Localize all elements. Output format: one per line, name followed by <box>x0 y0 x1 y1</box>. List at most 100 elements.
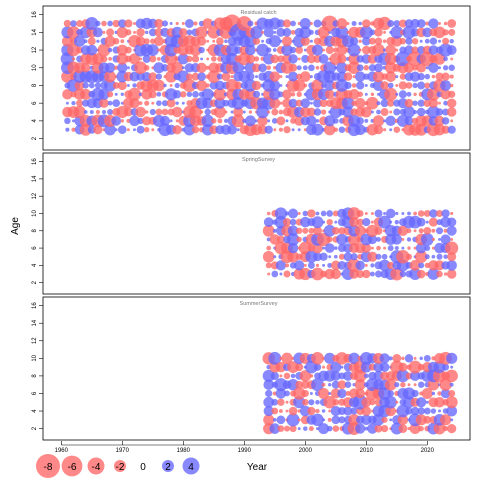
bubble <box>401 246 405 250</box>
bubble <box>441 117 450 125</box>
bubble <box>450 57 454 61</box>
bubble <box>300 98 311 108</box>
bubble <box>251 80 262 91</box>
bubble <box>392 353 402 363</box>
bubble <box>124 107 133 117</box>
bubble <box>368 64 377 72</box>
bubble <box>161 100 169 107</box>
legend-item: -2 <box>114 460 126 473</box>
bubble <box>389 110 393 114</box>
bubble <box>337 388 347 399</box>
bubble <box>383 246 387 250</box>
bubble <box>446 269 457 279</box>
bubble <box>347 233 361 246</box>
bubble <box>276 235 285 244</box>
bubble <box>402 387 416 400</box>
bubble <box>65 101 69 105</box>
bubble <box>450 211 454 216</box>
bubble <box>373 79 384 91</box>
bubble <box>441 209 450 218</box>
bubble <box>411 46 419 54</box>
bubble <box>338 253 345 260</box>
bubble <box>337 380 347 390</box>
bubble <box>356 210 364 217</box>
bubble <box>348 114 361 127</box>
bubble <box>290 373 296 379</box>
panel-title: Residual catch <box>240 10 276 16</box>
bubble <box>447 217 457 227</box>
bubble <box>97 43 111 57</box>
bubble <box>133 22 136 25</box>
bubble <box>395 83 399 87</box>
bubble <box>296 65 302 71</box>
bubble <box>315 408 320 414</box>
bubble <box>299 405 311 417</box>
bubble <box>161 108 169 116</box>
bubble <box>424 254 430 260</box>
bubble <box>287 242 299 254</box>
bubble <box>64 117 71 125</box>
bubble <box>175 119 179 123</box>
bubble <box>271 270 279 278</box>
bubble <box>438 66 441 70</box>
bubble <box>85 17 99 30</box>
bubble <box>127 87 142 101</box>
bubble <box>417 407 425 415</box>
bubble <box>338 126 346 133</box>
bubble <box>242 110 246 114</box>
bubble <box>438 101 441 105</box>
bubble <box>417 210 425 217</box>
bubble <box>348 88 360 100</box>
bubble <box>262 224 275 237</box>
bubble <box>284 425 290 432</box>
bubble <box>381 416 388 423</box>
bubble <box>100 55 108 63</box>
bubble <box>389 220 393 224</box>
bubble <box>415 123 428 136</box>
bubble <box>71 127 76 132</box>
bubble <box>309 101 313 105</box>
bubble <box>80 88 92 100</box>
bubble <box>289 218 297 226</box>
bubble <box>399 73 407 80</box>
bubble <box>395 211 399 216</box>
bubble <box>322 48 326 52</box>
bubble <box>344 81 352 90</box>
bubble <box>347 207 361 220</box>
bubble <box>311 216 324 229</box>
bubble <box>410 18 420 29</box>
bubble <box>61 70 74 83</box>
legend-bubble <box>36 454 60 478</box>
bubble <box>108 57 112 61</box>
bubble <box>449 382 454 387</box>
bubble <box>181 21 185 26</box>
bubble <box>182 78 196 93</box>
bubble <box>443 254 448 259</box>
bubble <box>303 426 308 431</box>
bubble <box>62 89 73 100</box>
bubble <box>373 370 384 381</box>
bubble-series <box>60 14 457 137</box>
bubble <box>323 224 336 237</box>
bubble <box>284 211 290 216</box>
bubble <box>72 119 75 123</box>
bubble <box>410 406 420 416</box>
bubble <box>196 79 208 91</box>
bubble <box>265 389 273 398</box>
bubble <box>372 43 385 57</box>
bubble <box>283 126 291 134</box>
bubble <box>326 236 333 243</box>
bubble <box>288 71 299 82</box>
bubble <box>116 53 128 65</box>
bubble <box>155 73 162 80</box>
bubble <box>92 53 104 65</box>
bubble <box>73 35 86 47</box>
bubble <box>401 237 405 241</box>
bubble <box>207 70 221 83</box>
bubble <box>200 57 204 61</box>
bubble <box>156 57 161 61</box>
bubble <box>146 44 159 57</box>
bubble <box>413 92 417 96</box>
bubble <box>324 89 335 100</box>
bubble <box>402 25 416 39</box>
